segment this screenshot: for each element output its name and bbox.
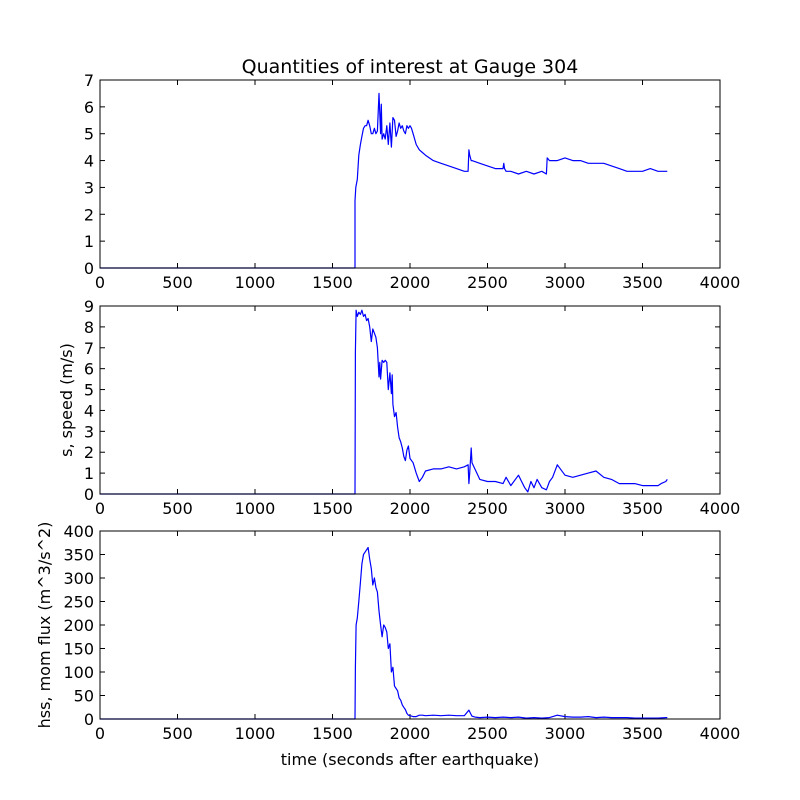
y-tick-label: 1 (84, 464, 94, 483)
x-tick-label: 3000 (545, 273, 586, 292)
y-tick-label: 8 (84, 318, 94, 337)
x-tick-label: 2500 (467, 273, 508, 292)
x-tick-label: 0 (95, 273, 105, 292)
y-tick-label: 3 (84, 178, 94, 197)
x-tick-label: 0 (95, 499, 105, 518)
x-tick-label: 2000 (390, 273, 431, 292)
y-tick-label: 200 (63, 616, 94, 635)
y-tick-label: 350 (63, 546, 94, 565)
y-tick-label: 100 (63, 663, 94, 682)
y-tick-label: 150 (63, 640, 94, 659)
axes-frame (99, 79, 721, 269)
x-tick-label: 3000 (545, 499, 586, 518)
y-tick-label: 0 (84, 259, 94, 278)
y-tick-label: 4 (84, 401, 94, 420)
y-tick-label: 5 (84, 381, 94, 400)
series-line (100, 309, 668, 495)
axes-frame (99, 305, 721, 495)
y-tick-label: 6 (84, 98, 94, 117)
x-tick-label: 1000 (235, 499, 276, 518)
x-tick-label: 4000 (700, 273, 741, 292)
x-tick-label: 500 (162, 499, 193, 518)
ticks: 0 500 1000 1500 2000 2500 3000 3500 400001234567… (84, 297, 741, 518)
y-tick-label: 2 (84, 205, 94, 224)
y-tick-label: 0 (84, 710, 94, 729)
x-tick-label: 500 (162, 273, 193, 292)
x-tick-label: 1000 (235, 273, 276, 292)
x-tick-label: 1500 (312, 724, 353, 743)
y-tick-label: 9 (84, 297, 94, 316)
panel-momentum-flux: 0 500 1000 1500 2000 2500 3000 3500 400005010015… (35, 522, 740, 769)
y-tick-label: 3 (84, 422, 94, 441)
x-tick-label: 3500 (622, 499, 663, 518)
y-tick-label: 300 (63, 569, 94, 588)
panel-water-depth: Quantities of interest at Gauge 304 0 500… (84, 56, 741, 292)
x-tick-label: 4000 (700, 499, 741, 518)
x-tick-label: 3500 (622, 724, 663, 743)
x-tick-label: 4000 (700, 724, 741, 743)
y-axis-label: hss, mom flux (m^3/s^2) (35, 522, 54, 729)
axes-frame (99, 530, 721, 720)
ticks: 0 500 1000 1500 2000 2500 3000 3500 4000 0 1 2 3 4 5 6 7 (84, 71, 741, 292)
y-tick-label: 0 (84, 485, 94, 504)
x-tick-label: 1000 (235, 724, 276, 743)
y-tick-label: 7 (84, 339, 94, 358)
y-tick-label: 4 (84, 152, 94, 171)
x-tick-label: 2000 (390, 724, 431, 743)
x-axis-label: time (seconds after earthquake) (281, 750, 539, 769)
series-line (100, 546, 668, 720)
y-tick-label: 400 (63, 522, 94, 541)
y-tick-label: 250 (63, 593, 94, 612)
panel-speed: 0 500 1000 1500 2000 2500 3000 3500 400001234567… (57, 297, 740, 518)
x-tick-label: 1500 (312, 499, 353, 518)
y-tick-label: 1 (84, 232, 94, 251)
x-tick-label: 1500 (312, 273, 353, 292)
series-line (100, 92, 668, 269)
y-tick-label: 7 (84, 71, 94, 90)
y-tick-label: 50 (74, 687, 94, 706)
y-tick-label: 2 (84, 443, 94, 462)
x-tick-label: 2500 (467, 499, 508, 518)
x-tick-label: 3500 (622, 273, 663, 292)
x-tick-label: 2000 (390, 499, 431, 518)
x-tick-label: 2500 (467, 724, 508, 743)
x-tick-label: 3000 (545, 724, 586, 743)
y-axis-label: s, speed (m/s) (57, 343, 76, 457)
ticks: 0 500 1000 1500 2000 2500 3000 3500 400005010015… (63, 522, 740, 743)
x-tick-label: 500 (162, 724, 193, 743)
chart-title: Quantities of interest at Gauge 304 (242, 56, 579, 78)
y-tick-label: 6 (84, 360, 94, 379)
x-tick-label: 0 (95, 724, 105, 743)
y-tick-label: 5 (84, 125, 94, 144)
